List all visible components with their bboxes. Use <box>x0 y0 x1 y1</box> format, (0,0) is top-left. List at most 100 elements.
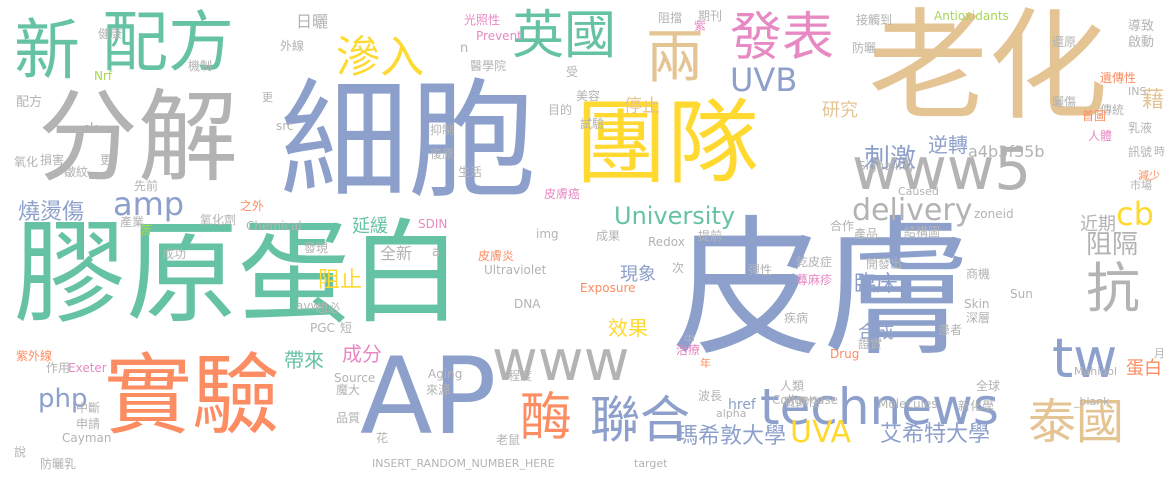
word-uva: UVA <box>790 415 852 450</box>
word-sun: 日曬 <box>296 12 329 31</box>
word-mahidol: Mahidol <box>1074 365 1118 378</box>
word-industry: 產業 <box>120 215 145 229</box>
word-www5: www5 <box>852 135 1032 203</box>
word-sunscreen-lotion: 防曬乳 <box>40 457 77 471</box>
word-global: 全球 <box>976 379 1001 393</box>
word-clinical: 臨床 <box>854 272 899 297</box>
word-formula-small: 配方 <box>16 95 43 110</box>
word-year: 年 <box>700 357 711 370</box>
word-ap: AP <box>360 335 497 458</box>
word-middle: 中 <box>684 333 695 346</box>
word-lotion: 乳液 <box>1128 121 1153 135</box>
word-quality: 品質 <box>336 411 361 425</box>
word-interrupt: 中斷 <box>76 401 101 415</box>
word-elasticity: 彈性 <box>748 263 773 277</box>
word-decompose: 分解 <box>38 79 238 196</box>
word-medical-school: 醫學院 <box>470 59 507 73</box>
word-cause: 導致 <box>1128 19 1155 34</box>
word-n: n <box>460 41 469 56</box>
word-tw: tw <box>1052 327 1118 390</box>
word-human-body: 人體 <box>1088 129 1113 143</box>
word-uk: 英國 <box>512 6 617 66</box>
word-stimulate: 刺激 <box>864 144 917 174</box>
word-time: 時 <box>1154 145 1165 158</box>
word-success: 成功 <box>162 247 187 261</box>
word-purpose: 目的 <box>548 103 573 117</box>
word-exeter: Exeter <box>68 361 107 375</box>
word-sunscreen: 防曬 <box>852 41 877 55</box>
word-month: 月 <box>1154 347 1165 360</box>
word-contact: 接觸到 <box>856 13 893 27</box>
word-href: href <box>728 397 756 413</box>
word-mouse: 老鼠 <box>496 433 521 447</box>
word-php: php <box>38 384 88 414</box>
word-journal: 期刊 <box>698 9 723 23</box>
word-source: Source <box>334 371 376 385</box>
word-outer-line: 外線 <box>280 39 305 53</box>
word-burn: 燒燙傷 <box>18 200 85 225</box>
word-pgc: PGC <box>310 321 335 335</box>
word-oxidant: 氧化劑 <box>200 213 237 227</box>
word-skin-cancer: 皮膚癌 <box>544 187 581 201</box>
word-inhibit: 抑制 <box>430 123 455 137</box>
word-discover: 發現 <box>304 241 329 255</box>
word-ins: INS <box>1128 85 1147 98</box>
word-product: 產品 <box>854 227 879 241</box>
word-collgenase: Collgenase <box>772 393 838 407</box>
word-img: img <box>536 227 559 241</box>
word-synthesis: 合成 <box>858 322 894 343</box>
word-molecules: Molecules <box>878 397 938 411</box>
word-obstruct: 阻擋 <box>658 11 683 25</box>
word-mechanism: 機制 <box>188 59 213 73</box>
word-cell: 細胞 <box>280 67 537 216</box>
word-uv-ray: 紫外線 <box>16 349 53 363</box>
word-www: www <box>492 329 630 394</box>
word-block: 阻隔 <box>1086 230 1139 260</box>
word-mahidol-univ: 瑪希敦大學 <box>676 424 787 449</box>
word-human: 人類 <box>780 379 805 393</box>
word-effect: 效果 <box>608 316 648 340</box>
word-times: 次 <box>672 261 685 275</box>
word-trial: 試驗 <box>580 117 605 131</box>
word-oxidize: 氧化 <box>14 155 39 169</box>
word-chemical: Chemical <box>246 219 302 233</box>
word-sdin: SDIN <box>418 217 448 231</box>
word-receive: 受 <box>566 65 579 79</box>
word-nrf: Nrf <box>94 69 113 83</box>
word-cover-image: 首圖 <box>1082 109 1107 123</box>
word-all-new: 全新 <box>380 244 413 263</box>
word-structure-diagram: 結構圖 <box>904 225 941 239</box>
word-disease: 疾病 <box>784 311 809 325</box>
word-bitter: 苦 <box>140 223 153 237</box>
word-recent: 近期 <box>1080 214 1116 235</box>
word-formula: 配方 <box>102 4 234 81</box>
word-caused: Caused <box>898 185 939 198</box>
word-function: 作用 <box>46 361 71 375</box>
word-signal: 訊號 <box>1128 145 1153 159</box>
word-prevent-en: Prevent <box>476 29 522 43</box>
word-resist: 抗 <box>1086 257 1140 320</box>
word-developed: 開發出 <box>866 257 903 271</box>
word-aging: 老化 <box>868 0 1108 137</box>
word-sun-en: Sun <box>1010 287 1033 301</box>
word-apply: 申請 <box>76 417 101 431</box>
word-insert-random: INSERT_RANDOM_NUMBER_HERE <box>372 457 555 470</box>
word-wavelength: 波長 <box>698 389 723 403</box>
word-photosensitive: 光照性 <box>464 13 501 27</box>
word-urticaria: 蕁麻疹 <box>796 273 833 287</box>
word-more: 更 <box>100 153 113 167</box>
word-surely: 想必 <box>316 301 341 315</box>
word-recover: 復原 <box>430 147 455 161</box>
word-a: a <box>432 245 440 260</box>
word-besides: 之外 <box>240 199 265 213</box>
word-reduce: 減少 <box>1138 169 1160 182</box>
word-new-chemistry: 新化學 <box>958 399 995 413</box>
word-signaling: Signaling <box>858 159 914 173</box>
word-purple: 紫 <box>694 19 707 33</box>
word-traditional: 傳統 <box>1100 103 1125 117</box>
word-research: 研究 <box>822 100 858 121</box>
word-life: 生活 <box>458 165 483 179</box>
word-hereditary: 遺傳性 <box>1100 71 1137 85</box>
word-aging-en: Aging <box>428 367 463 381</box>
word-say: 說 <box>14 445 27 459</box>
